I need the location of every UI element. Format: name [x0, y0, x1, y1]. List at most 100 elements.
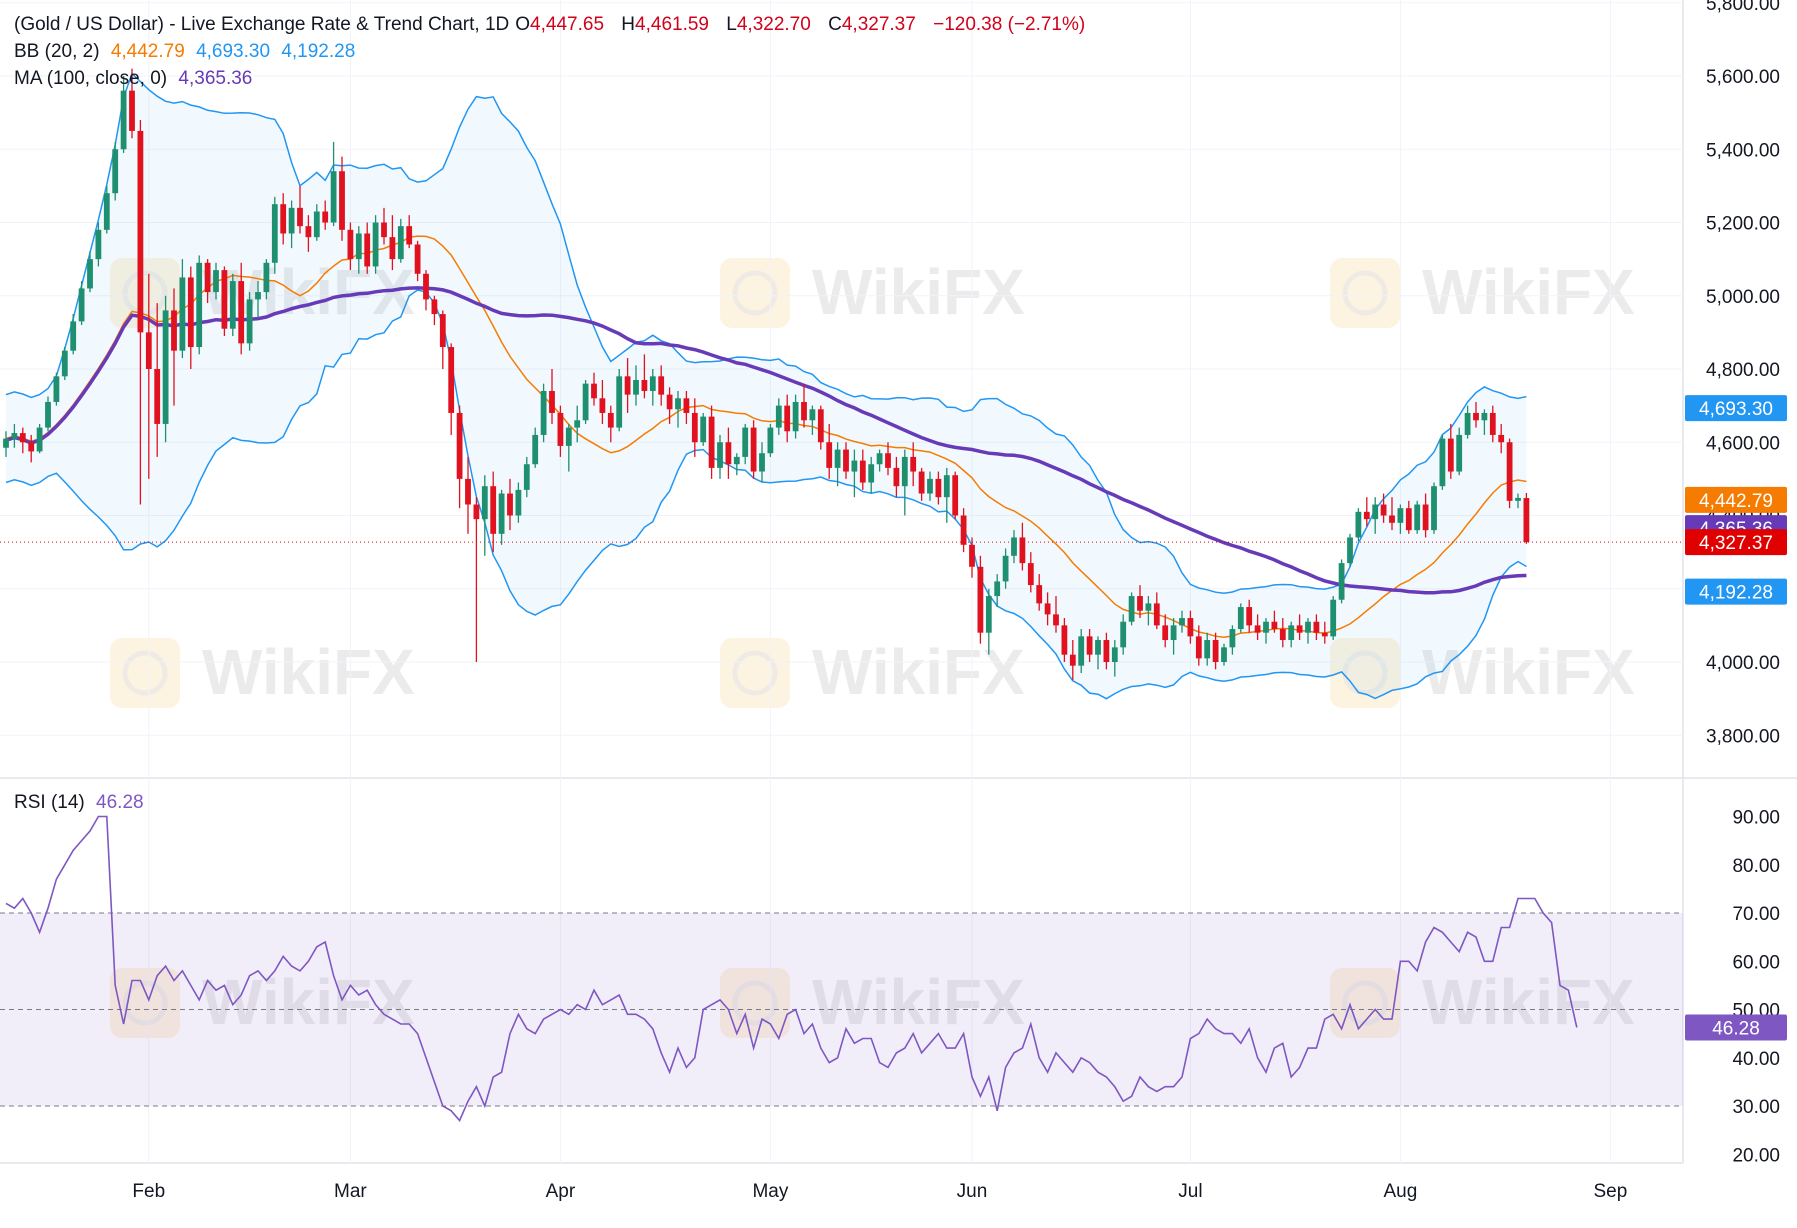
candle-body: [221, 270, 228, 329]
candle-body: [213, 270, 219, 293]
candle-body: [1120, 621, 1127, 648]
candle-body: [658, 376, 665, 395]
candle-body: [582, 383, 589, 421]
candle: [372, 215, 379, 274]
candle: [523, 456, 530, 498]
price-tick-label: 5,000.00: [1706, 287, 1780, 308]
candle: [1347, 533, 1353, 567]
candle-body: [347, 229, 354, 260]
watermark-text: WikiFX: [202, 636, 415, 708]
candle-body: [1380, 504, 1387, 516]
price-tick-label: 4,600.00: [1706, 433, 1780, 454]
watermark-logo-icon: [110, 968, 180, 1038]
candle-body: [717, 442, 723, 468]
candle: [414, 240, 421, 282]
watermark-logo-ring: [1342, 980, 1388, 1026]
candle: [507, 478, 513, 531]
ma-label: MA (100, close, 0): [14, 68, 168, 89]
candle: [103, 185, 110, 234]
candle-body: [742, 427, 749, 457]
candle-body: [255, 292, 261, 300]
candlestick-series: [3, 68, 1530, 681]
candle: [893, 456, 900, 498]
candle-body: [1313, 621, 1320, 633]
candle: [683, 390, 690, 424]
candle: [994, 574, 1001, 608]
candle: [339, 156, 345, 241]
candle-body: [187, 277, 194, 348]
low-value: 4,322.70: [736, 14, 811, 35]
candle-body: [1162, 625, 1169, 641]
candle-body: [1439, 438, 1446, 487]
candle: [355, 226, 362, 274]
candle-body: [1002, 555, 1009, 582]
candle-body: [859, 460, 866, 483]
watermark-text: WikiFX: [1422, 256, 1635, 328]
candle-body: [750, 427, 757, 472]
high-value: 4,461.59: [635, 14, 709, 35]
candle-body: [649, 376, 656, 391]
watermark: WikiFX: [1330, 636, 1635, 708]
time-tick-label: Feb: [132, 1181, 165, 1202]
candle-body: [381, 222, 387, 238]
candle-body: [1473, 412, 1479, 421]
candle-body: [238, 281, 245, 344]
candle: [36, 423, 43, 454]
candle-body: [1321, 632, 1328, 637]
candle: [1288, 621, 1295, 648]
watermark: WikiFX: [1330, 256, 1635, 328]
candle: [1321, 621, 1328, 644]
close-value: 4,327.37: [841, 14, 916, 35]
watermark-logo-ring: [732, 270, 778, 316]
candle-body: [1363, 511, 1370, 520]
candle: [1145, 596, 1152, 626]
candle: [1456, 427, 1463, 476]
candle: [599, 379, 606, 424]
candle: [1296, 614, 1303, 641]
candle: [1086, 629, 1093, 662]
candle: [1263, 618, 1269, 644]
candle-body: [1405, 508, 1412, 531]
candle-body: [910, 456, 917, 472]
candle-body: [112, 149, 119, 194]
candle: [490, 471, 497, 553]
candle: [591, 372, 597, 406]
candle-body: [549, 390, 555, 413]
candle: [1254, 614, 1261, 641]
candle: [641, 354, 648, 399]
watermark-logo-icon: [110, 638, 180, 708]
candle: [1498, 423, 1505, 454]
candle: [229, 273, 236, 337]
candle: [1481, 409, 1488, 435]
price-axis-label: 4,442.79: [1685, 486, 1787, 513]
watermark-logo-icon: [1330, 638, 1400, 708]
rsi-label: RSI (14): [14, 792, 85, 813]
candle-body: [1330, 599, 1337, 637]
candle-body: [1053, 614, 1059, 626]
candle-body: [918, 471, 925, 494]
candle-body: [1069, 654, 1076, 666]
time-tick-label: Apr: [546, 1181, 576, 1202]
candle-body: [817, 409, 824, 443]
candle-body: [641, 379, 648, 391]
candle-body: [708, 416, 715, 468]
watermark-layer: WikiFX WikiFX WikiFX WikiFX WikiFX WikiFX Wiki…: [110, 256, 1635, 1038]
watermark-logo-ring: [122, 650, 168, 696]
candle: [1279, 618, 1286, 648]
candle-body: [1027, 563, 1034, 586]
price-axis-label-bg: [1685, 486, 1787, 513]
candle: [11, 423, 18, 448]
candle-body: [1187, 618, 1194, 637]
candle-body: [985, 596, 992, 633]
candle: [851, 449, 858, 498]
candle: [288, 200, 295, 249]
candle-body: [1347, 537, 1353, 564]
watermark-logo-icon: [1330, 258, 1400, 328]
candle: [1019, 522, 1026, 571]
candle-body: [943, 475, 950, 498]
candle: [1221, 643, 1227, 666]
candle: [364, 222, 371, 274]
candle: [255, 281, 261, 318]
candle-body: [1145, 603, 1152, 611]
